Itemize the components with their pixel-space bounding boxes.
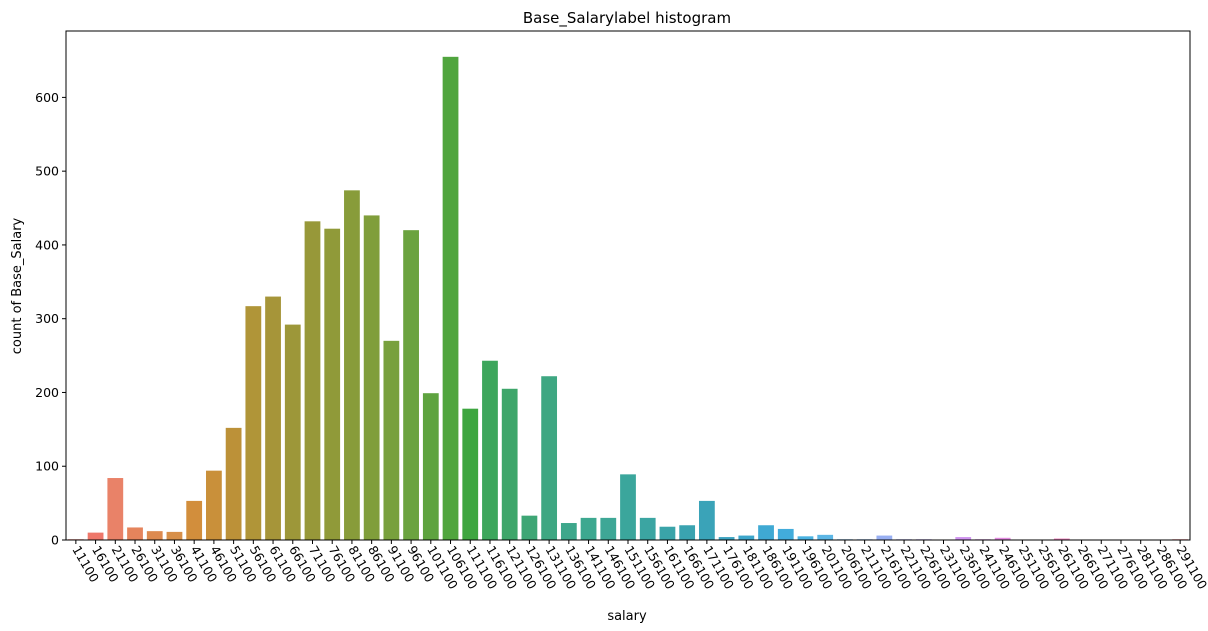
bar-61100: [265, 296, 281, 540]
bar-136100: [560, 523, 577, 540]
bar-101100: [422, 393, 439, 540]
bar-86100: [363, 215, 380, 541]
bar-171100: [698, 500, 715, 540]
bar-51100: [225, 427, 242, 540]
y-tick-label: 400: [35, 237, 59, 252]
y-tick-label: 0: [51, 533, 59, 548]
y-tick-label: 200: [35, 385, 59, 400]
y-tick-label: 600: [35, 90, 59, 105]
y-tick-label: 500: [35, 164, 59, 179]
bar-156100: [639, 517, 656, 540]
bar-36100: [166, 531, 183, 540]
bar-161100: [659, 526, 676, 540]
y-tick-label: 300: [35, 311, 59, 326]
bar-121100: [501, 388, 518, 540]
bar-91100: [383, 340, 400, 540]
bars-group: [67, 56, 1189, 541]
bar-261100: [1053, 538, 1070, 540]
bar-246100: [994, 537, 1011, 540]
bar-21100: [107, 478, 124, 540]
y-axis-label: count of Base_Salary: [10, 217, 25, 354]
bar-106100: [442, 56, 459, 540]
bar-46100: [206, 470, 222, 540]
bar-16100: [87, 532, 104, 540]
bar-66100: [284, 324, 301, 540]
chart-title: Base_Salarylabel histogram: [523, 9, 731, 28]
bar-111100: [462, 408, 479, 540]
bar-191100: [777, 528, 794, 540]
y-axis: 0 100 200 300 400 500 600: [35, 90, 66, 548]
bar-151100: [620, 474, 636, 540]
bar-96100: [403, 230, 419, 541]
bar-176100: [718, 537, 735, 540]
bar-26100: [127, 527, 143, 540]
bar-76100: [324, 228, 341, 540]
x-axis-label: salary: [607, 609, 647, 624]
bar-131100: [541, 376, 558, 540]
bar-41100: [186, 500, 203, 540]
y-tick-label: 100: [35, 459, 59, 474]
bar-166100: [679, 525, 696, 540]
bar-216100: [876, 535, 893, 540]
bar-116100: [482, 360, 498, 540]
bar-141100: [580, 517, 597, 540]
bar-126100: [521, 515, 538, 540]
bar-146100: [600, 517, 617, 540]
bar-186100: [758, 525, 774, 540]
bar-196100: [797, 536, 814, 540]
bar-201100: [817, 534, 834, 540]
bar-71100: [304, 221, 321, 540]
x-axis: 1110016100211002610031100361004110046100…: [69, 540, 1208, 592]
bar-31100: [146, 531, 163, 540]
bar-81100: [344, 190, 360, 540]
bar-236100: [955, 537, 972, 540]
bar-181100: [738, 535, 755, 540]
bar-56100: [245, 306, 262, 540]
